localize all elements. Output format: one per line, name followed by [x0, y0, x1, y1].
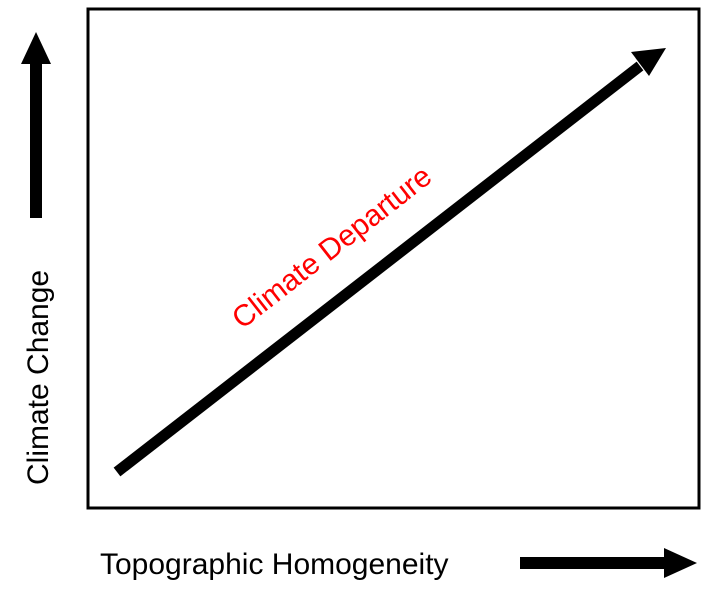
plot-frame — [86, 7, 701, 510]
x-axis-label: Topographic Homogeneity — [100, 548, 449, 581]
y-axis-label: Climate Change — [22, 270, 55, 485]
diagonal-arrow — [113, 48, 666, 477]
y-axis-arrow — [21, 32, 51, 218]
x-axis-arrow — [520, 548, 697, 578]
